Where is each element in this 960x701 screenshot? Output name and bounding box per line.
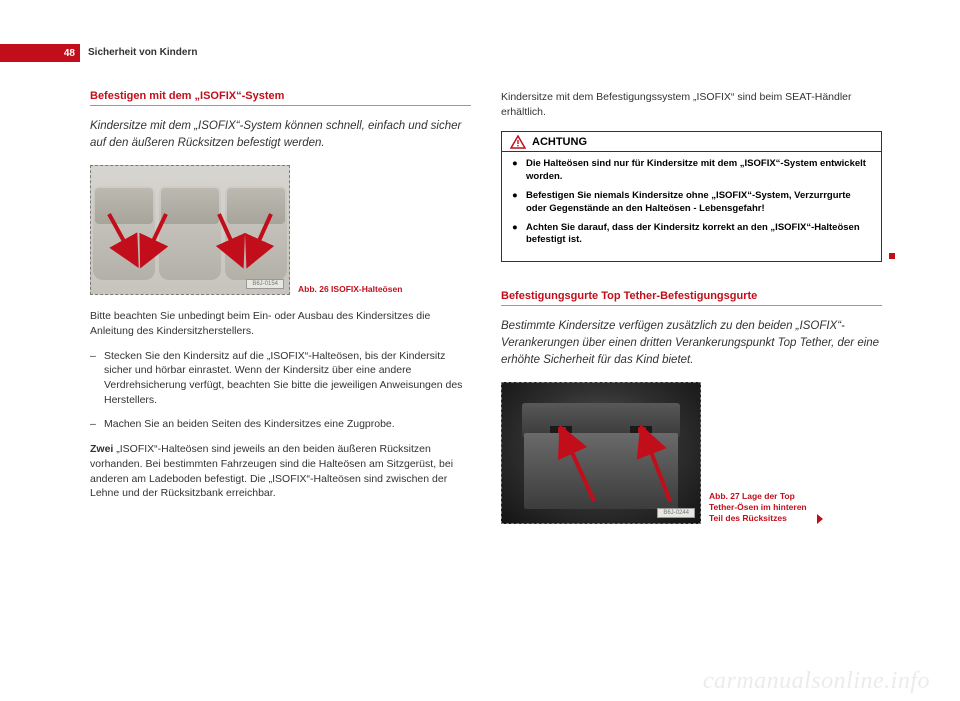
para2-rest: „ISOFIX“-Halteösen sind jeweils an den b… [90, 443, 453, 499]
intro-text: Kindersitze mit dem „ISOFIX“-System könn… [90, 118, 471, 151]
paragraph-1: Bitte beachten Sie unbedingt beim Ein- o… [90, 309, 471, 338]
figure-code-2: B6J-0244 [657, 508, 695, 518]
continue-marker [817, 514, 823, 524]
achtung-body: ●Die Halteösen sind nur für Kindersitze … [502, 152, 881, 261]
achtung-item-2: ●Befestigen Sie niemals Kindersitze ohne… [512, 190, 871, 216]
figure-block-26: B6J-0154 Abb. 26 ISOFIX-Halteösen [90, 165, 471, 295]
achtung-box: ACHTUNG ●Die Halteösen sind nur für Kind… [501, 131, 882, 262]
figure-caption-27: Abb. 27 Lage der Top Tether-Ösen im hint… [709, 491, 819, 524]
warning-icon [510, 135, 526, 149]
achtung-header: ACHTUNG [502, 132, 881, 152]
list-item-text: Stecken Sie den Kindersitz auf die „ISOF… [104, 349, 471, 408]
achtung-item-3: ●Achten Sie darauf, dass der Kindersitz … [512, 222, 871, 248]
paragraph-2: Zwei „ISOFIX“-Halteösen sind jeweils an … [90, 442, 471, 501]
right-column: Kindersitze mit dem Befestigungssystem „… [501, 90, 882, 671]
page-number-tab: 48 [0, 44, 80, 62]
achtung-item-1: ●Die Halteösen sind nur für Kindersitze … [512, 158, 871, 184]
seat-illustration [91, 184, 289, 282]
section-heading-isofix: Befestigen mit dem „ISOFIX“-System [90, 90, 471, 106]
dash: – [90, 349, 104, 408]
watermark: carmanualsonline.info [703, 668, 930, 695]
section-heading-toptether: Befestigungsgurte Top Tether-Befestigung… [501, 290, 882, 306]
dash: – [90, 417, 104, 432]
section-end-marker [889, 253, 895, 259]
page-number: 48 [64, 48, 75, 59]
achtung-title: ACHTUNG [532, 136, 587, 148]
achtung-text: Die Halteösen sind nur für Kindersitze m… [526, 158, 871, 184]
list-item-1: – Stecken Sie den Kindersitz auf die „IS… [90, 349, 471, 408]
figure-caption-26: Abb. 26 ISOFIX-Halteösen [298, 284, 408, 295]
para2-strong: Zwei [90, 443, 113, 455]
content-area: Befestigen mit dem „ISOFIX“-System Kinde… [90, 90, 882, 671]
achtung-text: Befestigen Sie niemals Kindersitze ohne … [526, 190, 871, 216]
intro-text-2: Bestimmte Kindersitze verfügen zusätzlic… [501, 318, 882, 368]
figure-trunk: B6J-0244 [501, 382, 701, 524]
list-item-text: Machen Sie an beiden Seiten des Kindersi… [104, 417, 471, 432]
figure-block-27: B6J-0244 Abb. 27 Lage der Top Tether-Öse… [501, 382, 882, 524]
achtung-text: Achten Sie darauf, dass der Kindersitz k… [526, 222, 871, 248]
lead-paragraph: Kindersitze mit dem Befestigungssystem „… [501, 90, 882, 119]
list-item-2: – Machen Sie an beiden Seiten des Kinder… [90, 417, 471, 432]
figure-isofix-seats: B6J-0154 [90, 165, 290, 295]
chapter-title: Sicherheit von Kindern [88, 47, 197, 58]
figure-code: B6J-0154 [246, 279, 284, 289]
left-column: Befestigen mit dem „ISOFIX“-System Kinde… [90, 90, 471, 671]
